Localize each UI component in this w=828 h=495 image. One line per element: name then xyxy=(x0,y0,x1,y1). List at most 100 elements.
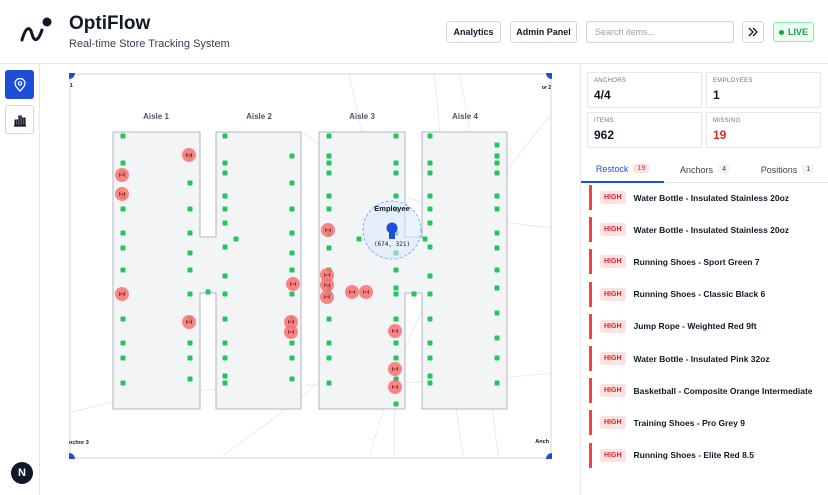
item-marker[interactable] xyxy=(289,153,295,159)
item-marker[interactable] xyxy=(222,193,228,199)
item-marker[interactable] xyxy=(494,355,500,361)
restock-list-item[interactable]: HIGH Water Bottle - Insulated Pink 32oz xyxy=(589,346,823,371)
item-marker[interactable] xyxy=(289,267,295,273)
item-marker[interactable] xyxy=(222,316,228,322)
item-marker[interactable] xyxy=(326,206,332,212)
restock-list-item[interactable]: HIGH Training Shoes - Pro Grey 9 xyxy=(589,410,823,436)
item-marker[interactable] xyxy=(427,193,433,199)
item-marker[interactable] xyxy=(120,133,126,139)
item-marker[interactable] xyxy=(326,193,332,199)
item-marker[interactable] xyxy=(326,316,332,322)
item-marker[interactable] xyxy=(393,133,399,139)
restock-list-item[interactable]: HIGH Water Bottle - Insulated Stainless 2… xyxy=(589,185,823,210)
item-marker[interactable] xyxy=(187,355,193,361)
item-marker[interactable] xyxy=(187,267,193,273)
store-map[interactable]: Aisle 1 Aisle 2 Aisle 3 Aisle 4 Employee… xyxy=(69,73,552,459)
item-marker[interactable] xyxy=(427,160,433,166)
item-marker[interactable] xyxy=(494,267,500,273)
item-marker[interactable] xyxy=(222,355,228,361)
item-marker[interactable] xyxy=(222,133,228,139)
item-marker[interactable] xyxy=(222,244,228,250)
rail-analytics-button[interactable] xyxy=(5,105,34,134)
item-marker[interactable] xyxy=(494,285,500,291)
item-marker[interactable] xyxy=(393,291,399,297)
item-marker[interactable] xyxy=(187,340,193,346)
missing-item-marker[interactable] xyxy=(182,315,196,329)
missing-item-marker[interactable] xyxy=(115,187,129,201)
item-marker[interactable] xyxy=(494,245,500,251)
item-marker[interactable] xyxy=(187,206,193,212)
missing-item-marker[interactable] xyxy=(388,380,402,394)
item-marker[interactable] xyxy=(494,160,500,166)
item-marker[interactable] xyxy=(187,291,193,297)
item-marker[interactable] xyxy=(289,291,295,297)
missing-item-marker[interactable] xyxy=(115,168,129,182)
item-marker[interactable] xyxy=(427,291,433,297)
search-input[interactable] xyxy=(586,21,734,43)
item-marker[interactable] xyxy=(427,220,433,226)
admin-panel-button[interactable]: Admin Panel xyxy=(510,21,577,43)
missing-item-marker[interactable] xyxy=(388,324,402,338)
item-marker[interactable] xyxy=(427,170,433,176)
item-marker[interactable] xyxy=(289,206,295,212)
item-marker[interactable] xyxy=(427,355,433,361)
item-marker[interactable] xyxy=(422,236,428,242)
item-marker[interactable] xyxy=(120,245,126,251)
item-marker[interactable] xyxy=(356,236,362,242)
item-marker[interactable] xyxy=(393,267,399,273)
item-marker[interactable] xyxy=(326,153,332,159)
missing-item-marker[interactable] xyxy=(284,325,298,339)
item-marker[interactable] xyxy=(393,285,399,291)
anchor-4[interactable]: nchor 3 xyxy=(69,440,89,459)
item-marker[interactable] xyxy=(289,180,295,186)
item-marker[interactable] xyxy=(289,355,295,361)
item-marker[interactable] xyxy=(494,193,500,199)
item-marker[interactable] xyxy=(222,220,228,226)
restock-list-item[interactable]: HIGH Running Shoes - Sport Green 7 xyxy=(589,249,823,275)
tab-positions[interactable]: Positions 1 xyxy=(746,156,828,183)
anchor-3[interactable]: Anch xyxy=(535,439,552,459)
item-marker[interactable] xyxy=(120,206,126,212)
restock-list-item[interactable]: HIGH Basketball - Composite Orange Interm… xyxy=(589,378,823,404)
missing-item-marker[interactable] xyxy=(321,223,335,237)
item-marker[interactable] xyxy=(222,170,228,176)
tab-restock[interactable]: Restock 19 xyxy=(581,156,664,183)
item-marker[interactable] xyxy=(289,376,295,382)
missing-item-marker[interactable] xyxy=(359,285,373,299)
item-marker[interactable] xyxy=(222,273,228,279)
employee-marker[interactable] xyxy=(362,200,422,260)
restock-list-item[interactable]: HIGH Water Bottle - Insulated Stainless 2… xyxy=(589,217,823,243)
item-marker[interactable] xyxy=(326,133,332,139)
item-marker[interactable] xyxy=(393,170,399,176)
item-marker[interactable] xyxy=(494,142,500,148)
item-marker[interactable] xyxy=(411,291,417,297)
item-marker[interactable] xyxy=(222,160,228,166)
item-marker[interactable] xyxy=(222,291,228,297)
missing-item-marker[interactable] xyxy=(284,315,298,329)
item-marker[interactable] xyxy=(427,380,433,386)
item-marker[interactable] xyxy=(393,160,399,166)
item-marker[interactable] xyxy=(393,401,399,407)
item-marker[interactable] xyxy=(494,335,500,341)
item-marker[interactable] xyxy=(427,316,433,322)
item-marker[interactable] xyxy=(494,230,500,236)
item-marker[interactable] xyxy=(222,206,228,212)
user-avatar[interactable]: N xyxy=(11,462,33,484)
missing-item-marker[interactable] xyxy=(182,148,196,162)
missing-item-marker[interactable] xyxy=(286,277,300,291)
item-marker[interactable] xyxy=(494,380,500,386)
item-marker[interactable] xyxy=(120,355,126,361)
anchor-1[interactable]: 1 xyxy=(69,73,75,89)
item-marker[interactable] xyxy=(494,170,500,176)
restock-list-item[interactable]: HIGH Running Shoes - Classic Black 6 xyxy=(589,281,823,307)
item-marker[interactable] xyxy=(326,355,332,361)
item-marker[interactable] xyxy=(120,160,126,166)
item-marker[interactable] xyxy=(427,206,433,212)
item-marker[interactable] xyxy=(289,230,295,236)
missing-item-marker[interactable] xyxy=(388,362,402,376)
missing-item-marker[interactable] xyxy=(320,278,334,292)
item-marker[interactable] xyxy=(289,250,295,256)
item-marker[interactable] xyxy=(393,340,399,346)
item-marker[interactable] xyxy=(187,230,193,236)
missing-item-marker[interactable] xyxy=(115,287,129,301)
